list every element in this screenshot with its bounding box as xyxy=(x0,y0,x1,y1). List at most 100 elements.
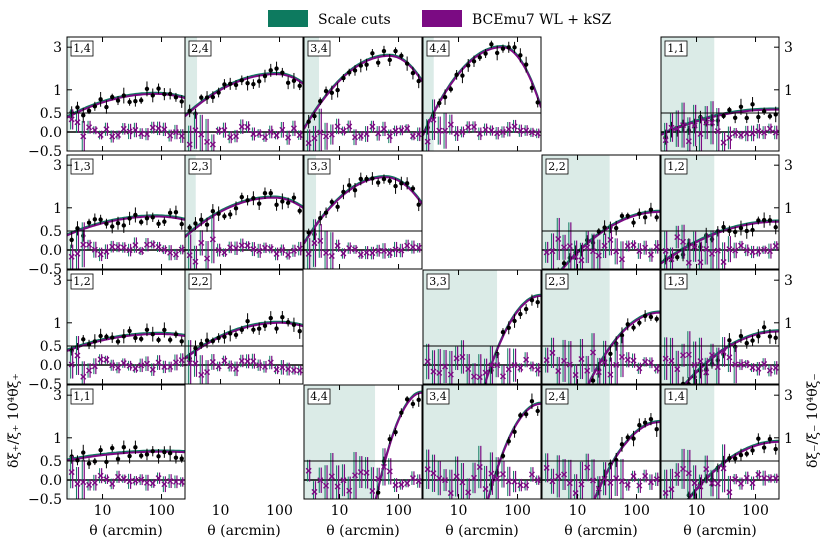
data-point xyxy=(179,221,184,227)
panel-content xyxy=(67,270,185,384)
panel-label-text: 1,4 xyxy=(73,42,91,55)
residual-marker xyxy=(755,471,762,478)
panel-label-text: 1,1 xyxy=(73,390,91,403)
residual-marker xyxy=(755,128,762,135)
y-tick-label: 1 xyxy=(784,316,793,332)
x-tick-label: 100 xyxy=(623,503,650,519)
data-point xyxy=(133,445,138,450)
model-curve-bcemu xyxy=(185,73,303,118)
residual-marker xyxy=(198,239,205,246)
data-point xyxy=(256,79,262,84)
data-point xyxy=(471,59,477,64)
residual-marker xyxy=(703,119,710,126)
data-point xyxy=(642,420,648,425)
data-point xyxy=(404,181,410,186)
data-point xyxy=(466,552,470,556)
residual-marker xyxy=(430,116,437,123)
x-tick-label: 100 xyxy=(742,503,769,519)
panel-label-box xyxy=(188,40,212,57)
data-point xyxy=(121,93,127,98)
residual-marker xyxy=(132,365,139,372)
data-point xyxy=(399,410,404,415)
data-point xyxy=(631,325,636,330)
residual-marker xyxy=(680,352,687,359)
residual-marker xyxy=(227,363,234,369)
x-axis-label: θ (arcmin) xyxy=(445,523,518,539)
residual-marker xyxy=(357,132,364,139)
residual-marker xyxy=(285,366,292,373)
bottom-subpanel-frame xyxy=(541,230,661,270)
data-point xyxy=(239,327,245,333)
residual-marker xyxy=(311,135,318,142)
residual-marker xyxy=(584,367,591,374)
residual-marker xyxy=(772,364,779,371)
residual-marker xyxy=(578,481,585,488)
data-point xyxy=(127,99,132,105)
panel-1-3: 1,3 1 3 xyxy=(660,269,793,385)
residual-marker xyxy=(601,475,608,482)
residual-marker xyxy=(103,356,110,363)
residual-marker xyxy=(198,131,205,138)
residual-marker xyxy=(685,470,692,477)
data-point xyxy=(274,66,279,71)
data-point xyxy=(602,225,607,230)
residual-marker xyxy=(653,365,660,372)
residual-marker xyxy=(726,246,733,253)
data-point xyxy=(144,86,150,92)
residual-marker xyxy=(601,359,608,366)
residual-marker xyxy=(369,123,376,130)
data-point xyxy=(732,456,738,461)
data-point xyxy=(387,178,392,184)
x-axis-labels: 10 100 θ (arcmin) 10 100 θ (arcmin) 10 100 θ (ar… xyxy=(89,503,769,539)
model-curve-bcemu xyxy=(67,333,185,352)
residual-marker xyxy=(74,119,81,126)
legend-label-scale-cuts: Scale cuts xyxy=(318,12,391,28)
data-point xyxy=(761,109,767,114)
data-point xyxy=(245,319,250,324)
residual-marker xyxy=(482,486,489,493)
data-point xyxy=(750,338,755,343)
panel-label-box xyxy=(188,273,212,290)
residual-marker xyxy=(346,245,353,252)
data-point xyxy=(416,78,421,84)
panel-label-box xyxy=(70,158,94,175)
data-point xyxy=(150,93,155,98)
residual-marker xyxy=(642,473,649,480)
residual-marker xyxy=(386,250,393,257)
residual-marker xyxy=(68,253,75,260)
panel-label-text: 2,2 xyxy=(548,160,566,173)
bottom-subpanel-frame xyxy=(184,112,304,152)
residual-marker xyxy=(398,481,405,488)
residual-marker xyxy=(755,248,762,255)
x-tick-label: 10 xyxy=(688,503,706,519)
data-point xyxy=(98,97,103,102)
residual-marker xyxy=(618,478,625,485)
residual-marker xyxy=(442,477,449,484)
residual-marker xyxy=(749,249,756,255)
data-point xyxy=(262,73,268,79)
data-point xyxy=(619,442,625,447)
residual-marker xyxy=(737,242,744,249)
residual-marker xyxy=(250,246,257,253)
residual-marker xyxy=(209,141,216,148)
data-point xyxy=(179,456,184,461)
residual-marker xyxy=(685,138,692,145)
residual-marker xyxy=(120,244,127,251)
data-point xyxy=(352,68,358,73)
data-point xyxy=(133,98,138,104)
data-point xyxy=(625,435,630,440)
data-point xyxy=(341,552,345,556)
residual-marker xyxy=(155,475,162,482)
residual-marker xyxy=(192,127,199,134)
residual-marker xyxy=(172,129,179,136)
residual-marker xyxy=(674,234,681,241)
residual-marker xyxy=(732,130,739,137)
data-point xyxy=(187,225,192,230)
panel-2-2: 2,2 xyxy=(184,269,304,385)
residual-marker xyxy=(766,475,773,482)
panel-label-text: 2,2 xyxy=(191,275,209,288)
residual-marker xyxy=(172,251,179,258)
residual-marker xyxy=(613,361,620,368)
panel-label-box xyxy=(188,158,212,175)
residual-marker xyxy=(215,363,222,370)
